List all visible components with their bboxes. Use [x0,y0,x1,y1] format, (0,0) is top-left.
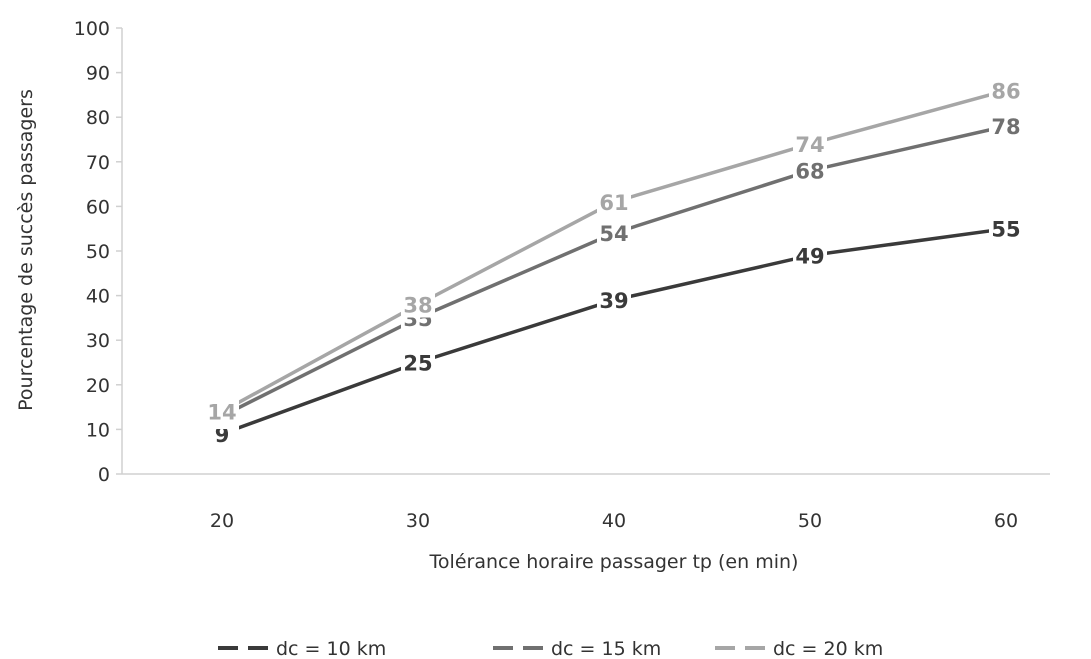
data-label: 68 [795,160,824,184]
data-label: 61 [599,191,628,215]
data-label-bg [205,398,239,425]
data-label: 78 [991,115,1020,139]
y-tick-label: 30 [86,330,110,352]
legend: dc = 10 km dc = 15 km dc = 20 km [218,638,883,659]
y-tick-label: 70 [86,152,110,174]
y-tick-label: 100 [74,18,110,40]
data-label-bg [597,287,631,314]
y-tick-label: 40 [86,286,110,308]
data-label-bg [401,349,435,376]
x-axis-title: Tolérance horaire passager tp (en min) [429,551,799,573]
x-tick-label: 60 [994,510,1018,532]
series-lines [220,88,1008,436]
y-tick-label: 50 [86,241,110,263]
y-tick-label: 90 [86,63,110,85]
legend-label-3: dc = 20 km [773,638,883,659]
data-label: 39 [599,289,628,313]
data-label-bg [989,215,1023,242]
data-label-bg [793,157,827,184]
y-tick-label: 60 [86,196,110,218]
y-axis-title: Pourcentage de succès passagers [15,89,37,411]
data-label: 25 [403,352,432,376]
data-label: 49 [795,244,824,268]
x-tick-label: 20 [210,510,234,532]
series-line-3 [220,88,1008,414]
data-label-bg [989,113,1023,140]
legend-label-2: dc = 15 km [551,638,661,659]
data-label-bg [793,242,827,269]
data-label-bg [597,220,631,247]
y-tick-label: 10 [86,419,110,441]
data-label-bg [597,188,631,215]
series-line-1 [220,226,1008,436]
data-label-bg [401,291,435,318]
data-labels: 92539495513355468781438617486 [205,77,1023,447]
axes: 0 10 20 30 40 50 60 70 80 90 100 20 30 40 50 60 [74,18,1050,532]
series-line-2 [220,124,1008,418]
data-label: 86 [991,79,1020,103]
data-label: 38 [403,294,432,318]
data-label-bg [989,77,1023,104]
data-label: 74 [795,133,824,157]
y-tick-label: 20 [86,375,110,397]
legend-label-1: dc = 10 km [276,638,386,659]
x-tick-label: 30 [406,510,430,532]
y-tick-label: 80 [86,107,110,129]
data-label-bg [793,130,827,157]
x-tick-label: 50 [798,510,822,532]
data-label: 55 [991,218,1020,242]
y-tick-label: 0 [98,464,110,486]
data-label: 14 [207,401,236,425]
x-tick-label: 40 [602,510,626,532]
data-label: 54 [599,222,628,246]
